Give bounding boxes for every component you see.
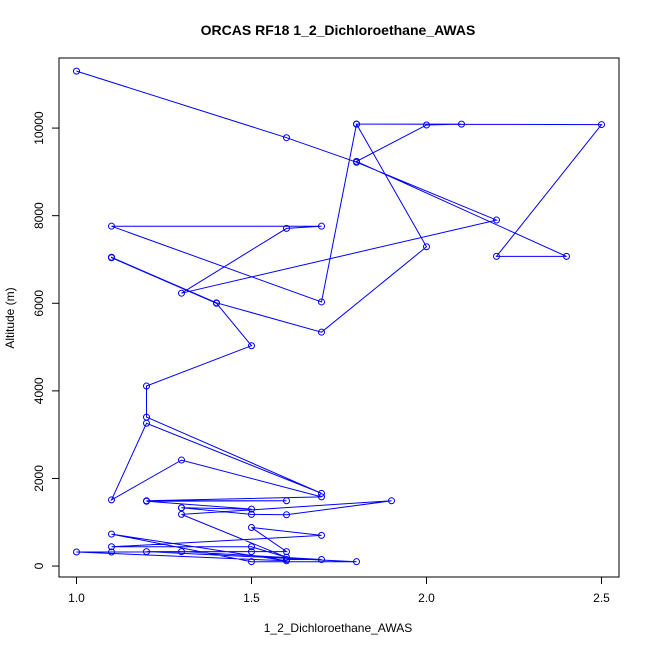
series-line: [76, 70, 603, 563]
chart-title: ORCAS RF18 1_2_Dichloroethane_AWAS: [201, 22, 476, 38]
data-point: [318, 555, 325, 563]
data-point: [248, 342, 255, 350]
data-point: [248, 558, 255, 566]
x-axis-label: 1_2_Dichloroethane_AWAS: [264, 621, 413, 635]
data-point: [108, 222, 115, 230]
data-point: [73, 548, 80, 556]
data-point: [493, 216, 500, 224]
data-point: [213, 299, 220, 307]
data-point: [143, 419, 150, 427]
data-point: [283, 511, 290, 519]
y-tick-label: 4000: [32, 377, 46, 404]
x-tick-label: 1.5: [243, 591, 260, 605]
data-point: [108, 254, 115, 262]
data-points: [73, 67, 605, 566]
y-tick-label: 8000: [32, 202, 46, 229]
data-point: [73, 67, 80, 75]
data-point: [283, 555, 290, 563]
x-tick-label: 2.5: [593, 591, 610, 605]
data-point: [353, 157, 360, 165]
data-point: [493, 252, 500, 260]
data-point: [353, 558, 360, 566]
data-point: [143, 548, 150, 556]
y-tick-label: 2000: [32, 465, 46, 492]
data-point: [388, 497, 395, 505]
data-point: [108, 543, 115, 551]
data-point: [178, 456, 185, 464]
data-point: [178, 504, 185, 512]
data-point: [318, 222, 325, 230]
data-point: [248, 548, 255, 556]
data-point: [143, 382, 150, 390]
data-point: [178, 510, 185, 518]
y-tick-label: 6000: [32, 290, 46, 317]
x-tick-label: 2.0: [418, 591, 435, 605]
data-point: [283, 224, 290, 232]
data-point: [423, 243, 430, 251]
data-point: [353, 120, 360, 128]
data-point: [108, 548, 115, 556]
data-point: [143, 497, 150, 505]
data-point: [283, 497, 290, 505]
data-point: [248, 505, 255, 513]
data-point: [563, 252, 570, 260]
data-point: [283, 134, 290, 142]
data-point: [598, 121, 605, 129]
data-point: [318, 298, 325, 306]
data-point: [178, 289, 185, 297]
data-point: [283, 548, 290, 556]
data-point: [108, 530, 115, 538]
data-point: [458, 120, 465, 128]
y-tick-label: 10000: [32, 111, 46, 145]
data-point: [178, 548, 185, 556]
x-tick-label: 1.0: [68, 591, 85, 605]
data-point: [318, 489, 325, 497]
data-point: [108, 496, 115, 504]
data-point: [248, 524, 255, 532]
data-point: [318, 531, 325, 539]
plot-frame: [58, 57, 620, 578]
data-point: [248, 543, 255, 551]
y-axis: 0 2000 4000 6000 8000 10000: [32, 111, 59, 569]
data-point: [423, 121, 430, 129]
x-axis: 1.0 1.5 2.0 2.5: [68, 577, 610, 605]
y-tick-label: 0: [32, 562, 46, 569]
data-point: [248, 510, 255, 518]
y-axis-label: Altitude (m): [3, 287, 17, 348]
data-point: [318, 493, 325, 501]
data-point: [318, 328, 325, 336]
